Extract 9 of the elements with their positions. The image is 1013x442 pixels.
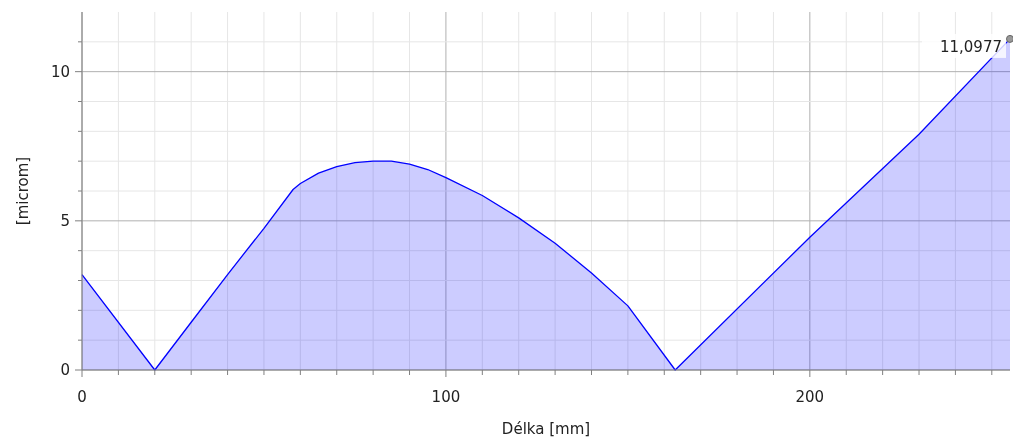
y-tick-label: 10 xyxy=(50,62,70,81)
x-tick-label: 200 xyxy=(795,388,825,406)
annotation: 11,0977 xyxy=(939,37,1002,56)
y-tick-label: 5 xyxy=(60,211,70,230)
y-tick-label: 0 xyxy=(60,361,70,379)
x-axis-title: Délka [mm] xyxy=(501,420,591,438)
x-tick-label: 0 xyxy=(77,388,87,406)
y-axis-title: [microm] xyxy=(14,156,32,226)
x-tick-label: 100 xyxy=(431,388,461,406)
